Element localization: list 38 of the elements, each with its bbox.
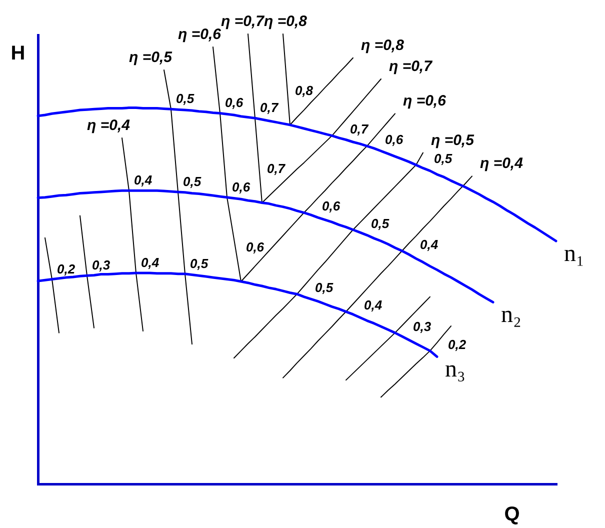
annotation: 0,7 — [266, 160, 286, 176]
annotation: 0,6 — [385, 132, 404, 148]
annotation: 0,5 — [176, 91, 195, 106]
series-label: η =0,8 — [361, 36, 405, 54]
annotation: 0,3 — [92, 258, 111, 273]
annotation: 0,4 — [134, 172, 153, 188]
annotation: 0,6 — [246, 240, 265, 254]
annotation: 0,5 — [183, 174, 202, 189]
series-label: n₂ — [501, 302, 522, 328]
annotation: 0,5 — [434, 150, 453, 166]
annotation: 0,6 — [322, 198, 341, 214]
annotation: 0,7 — [260, 100, 279, 116]
series-label: η =0,4 — [87, 116, 131, 134]
series-label: η =0,6 — [403, 92, 447, 110]
annotation: 0,5 — [190, 256, 209, 271]
y-axis-title: H — [10, 42, 26, 65]
series-label: η =0,8 — [264, 13, 308, 30]
annotation: 0,2 — [448, 336, 467, 352]
series-label: η =0,6 — [178, 26, 222, 44]
annotation: 0,6 — [232, 179, 251, 194]
annotation: 0,6 — [225, 95, 244, 110]
series-label: η =0,4 — [480, 155, 524, 172]
annotation: 0,4 — [364, 298, 383, 313]
annotation: 0,5 — [315, 280, 334, 296]
x-axis-title: Q — [504, 504, 520, 526]
series-label: n₃ — [445, 356, 466, 383]
annotation: 0,8 — [294, 82, 314, 98]
annotation: 0,3 — [413, 318, 432, 334]
series-label: η =0,5 — [129, 49, 173, 66]
series-label: n₁ — [564, 241, 584, 267]
annotation: 0,7 — [350, 122, 369, 137]
annotation: 0,4 — [420, 236, 439, 252]
series-label: η =0,7 — [221, 13, 265, 30]
annotation: 0,5 — [371, 216, 390, 231]
annotation: 0,2 — [57, 261, 76, 276]
series-label: η =0,7 — [389, 58, 433, 75]
series-label: η =0,5 — [431, 132, 475, 149]
annotation: 0,4 — [141, 254, 160, 270]
